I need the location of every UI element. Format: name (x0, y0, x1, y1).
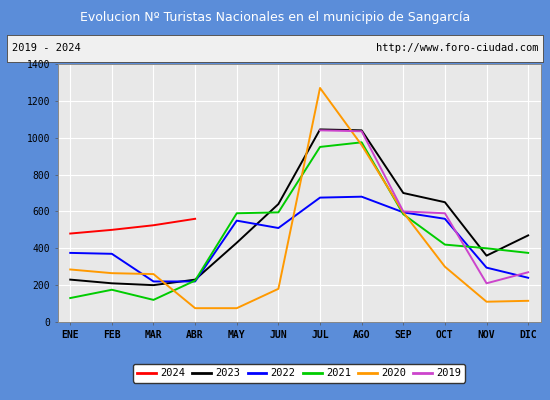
Text: 2019 - 2024: 2019 - 2024 (12, 43, 81, 53)
Legend: 2024, 2023, 2022, 2021, 2020, 2019: 2024, 2023, 2022, 2021, 2020, 2019 (133, 364, 465, 382)
Text: http://www.foro-ciudad.com: http://www.foro-ciudad.com (376, 43, 538, 53)
Text: Evolucion Nº Turistas Nacionales en el municipio de Sangarcía: Evolucion Nº Turistas Nacionales en el m… (80, 10, 470, 24)
